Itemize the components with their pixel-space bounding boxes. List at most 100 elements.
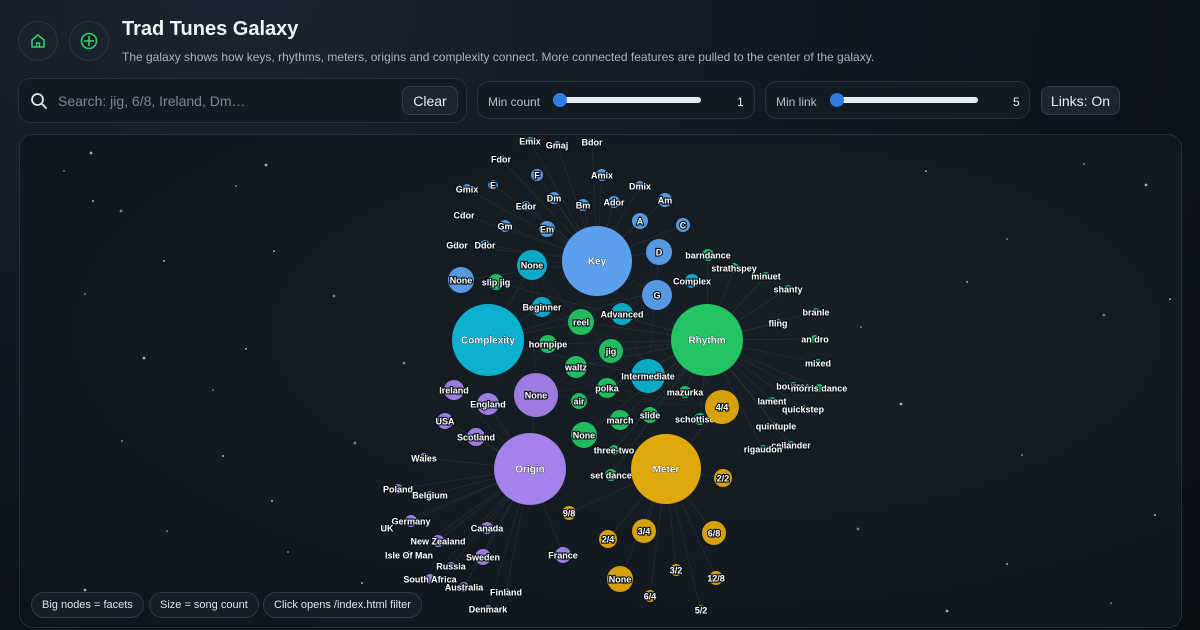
node-key-edor[interactable]: Edor [515,200,538,212]
node-meter-3-2[interactable]: 3/2 [669,564,683,577]
node-key-dmix[interactable]: Dmix [628,180,652,192]
node-origin-finland[interactable]: Finland [489,586,523,598]
node-rhythm-minuet[interactable]: minuet [750,270,782,282]
min-link-slider[interactable] [830,93,978,107]
node-origin-russia[interactable]: Russia [435,560,468,572]
node-key-a[interactable]: A [632,213,648,229]
node-meter-6-4[interactable]: 6/4 [643,590,657,603]
node-origin-new-zealand[interactable]: New Zealand [409,535,467,548]
node-origin-usa[interactable]: USA [434,413,456,429]
node-rhythm-march[interactable]: march [605,410,635,430]
hub-node-rhythm-rhythm[interactable]: Rhythm [671,304,743,376]
node-origin-denmark[interactable]: Denmark [468,603,510,615]
node-rhythm-mixed[interactable]: mixed [804,357,832,369]
node-complexity-advanced[interactable]: Advanced [599,303,645,325]
node-origin-uk[interactable]: UK [379,522,395,534]
node-origin-belgium[interactable]: Belgium [411,489,449,501]
node-rhythm-three-two[interactable]: three-two [593,444,636,456]
node-meter-9-8[interactable]: 9/8 [562,506,576,520]
min-count-slider-thumb[interactable] [553,93,567,107]
search-input[interactable] [56,88,390,114]
node-origin-none[interactable]: None [514,373,558,417]
node-rhythm-set-dance[interactable]: set dance [589,469,633,482]
node-key-amix[interactable]: Amix [590,169,614,182]
hub-node-meter-meter[interactable]: Meter [631,434,701,504]
node-key-gdor[interactable]: Gdor [445,239,469,251]
node-rhythm-strathspey[interactable]: strathspey [710,262,758,274]
hub-node-origin-origin[interactable]: Origin [494,433,566,505]
node-meter-3-4[interactable]: 3/4 [632,519,656,543]
node-rhythm-bourree[interactable]: bourree [775,380,811,392]
node-rhythm-barndance[interactable]: barndance [684,249,732,262]
galaxy-canvas[interactable]: Emix Gmaj Bdor Fdor F Amix Gmix E Dmix Dm Edor Bm Ad… [20,135,1182,628]
node-meter-6-8[interactable]: 6/8 [702,521,726,545]
node-meter-4-4[interactable]: 4/4 [705,390,739,424]
node-key-e[interactable]: E [488,179,498,192]
node-rhythm-jig[interactable]: jig [599,339,623,363]
node-key-gm[interactable]: Gm [496,220,514,233]
node-rhythm-branle[interactable]: branle [801,306,830,318]
node-key-dm[interactable]: Dm [546,192,562,205]
node-origin-sweden[interactable]: Sweden [465,549,501,565]
node-origin-wales[interactable]: Wales [410,452,438,464]
node-meter-none[interactable]: None [607,566,633,592]
node-rhythm-lament[interactable]: lament [756,395,787,407]
node-complexity-none[interactable]: None [517,250,547,280]
node-key-none[interactable]: None [448,267,474,293]
node-rhythm-morris-dance[interactable]: morris dance [790,382,849,394]
node-rhythm-quintuple[interactable]: quintuple [755,420,798,432]
node-meter-12-8[interactable]: 12/8 [706,571,726,585]
node-meter-2-4[interactable]: 2/4 [599,530,617,548]
home-button[interactable] [18,21,58,61]
node-key-f[interactable]: F [531,169,543,182]
node-key-emix[interactable]: Emix [518,135,542,147]
node-complexity-beginner[interactable]: Beginner [521,297,563,317]
node-key-gmaj[interactable]: Gmaj [545,139,570,151]
node-rhythm-an-dro[interactable]: an dro [800,333,830,345]
node-key-ador[interactable]: Ador [602,196,626,209]
node-key-am[interactable]: Am [657,193,673,207]
node-meter-2-2[interactable]: 2/2 [714,469,732,487]
node-key-bdor[interactable]: Bdor [580,136,604,148]
node-rhythm-rigaudon[interactable]: rigaudon [743,443,784,455]
node-rhythm-polka[interactable]: polka [594,378,621,398]
hub-node-key-key[interactable]: Key [562,226,632,296]
node-key-gmix[interactable]: Gmix [455,183,480,195]
node-rhythm-mazurka[interactable]: mazurka [666,386,705,399]
node-origin-england[interactable]: England [469,393,507,415]
node-rhythm-hornpipe[interactable]: hornpipe [528,335,568,353]
min-link-slider-thumb[interactable] [830,93,844,107]
node-complexity-intermediate[interactable]: Intermediate [620,359,676,393]
galaxy-graph[interactable]: Emix Gmaj Bdor Fdor F Amix Gmix E Dmix Dm Edor Bm Ad… [19,134,1182,628]
node-origin-scotland[interactable]: Scotland [456,428,496,446]
node-key-fdor[interactable]: Fdor [490,153,513,165]
node-key-cdor[interactable]: Cdor [452,209,476,221]
node-key-d[interactable]: D [646,239,672,265]
node-origin-france[interactable]: France [547,547,579,563]
node-origin-canada[interactable]: Canada [470,522,505,535]
node-meter-5-2[interactable]: 5/2 [694,604,709,616]
node-rhythm-waltz[interactable]: waltz [563,356,589,378]
node-rhythm-ceilander[interactable]: ceilander [770,439,812,451]
node-rhythm-shanty[interactable]: shanty [772,283,803,295]
node-rhythm-slide[interactable]: slide [639,407,661,423]
node-origin-germany[interactable]: Germany [390,515,432,528]
add-button[interactable] [69,21,109,61]
node-origin-isle-of-man[interactable]: Isle Of Man [384,549,434,561]
node-key-ddor[interactable]: Ddor [473,239,497,251]
node-rhythm-slip-jig[interactable]: slip jig [481,274,511,290]
node-complexity-complex[interactable]: Complex [672,274,712,288]
node-origin-poland[interactable]: Poland [382,483,414,495]
node-origin-australia[interactable]: Australia [444,581,486,593]
node-rhythm-none[interactable]: None [571,422,597,448]
node-origin-ireland[interactable]: Ireland [438,380,470,400]
node-rhythm-quickstep[interactable]: quickstep [781,403,826,415]
node-key-em[interactable]: Em [539,221,555,237]
clear-button[interactable]: Clear [402,86,458,115]
links-toggle-button[interactable]: Links: On [1041,86,1120,115]
node-origin-south-africa[interactable]: South Africa [402,573,458,585]
node-key-c[interactable]: C [676,218,690,232]
min-count-slider[interactable] [553,93,701,107]
node-rhythm-air[interactable]: air [571,393,587,409]
node-key-g[interactable]: G [642,280,672,310]
